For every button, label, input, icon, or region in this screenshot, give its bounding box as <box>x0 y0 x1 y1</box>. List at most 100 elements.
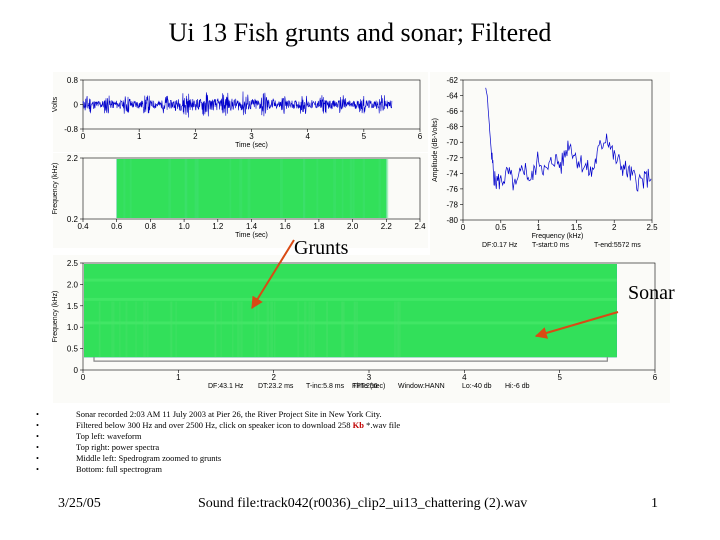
grunt-streak <box>99 301 101 358</box>
zoom-grunt-streak <box>184 159 188 218</box>
zoom-grunt-streak <box>196 159 199 218</box>
y-tick-label: 2.5 <box>67 259 79 268</box>
zoom-grunt-streak <box>247 159 251 218</box>
zoom-grunt-streak <box>195 159 198 218</box>
y-tick-label: 2.0 <box>67 280 79 289</box>
y-tick-label: -72 <box>446 154 458 163</box>
waveform-series-line <box>82 91 393 118</box>
x-axis-label: Time (sec) <box>353 383 386 390</box>
zoomed-spectrogram-chart: 0.4 0.6 0.8 1.0 1.2 1.4 1.6 1.8 2.0 2.2 2.4 2.2 0.2 T… <box>52 154 426 239</box>
grunt-streak <box>257 301 260 358</box>
grunt-streak <box>342 301 345 358</box>
y-tick-label: 0.8 <box>67 76 79 85</box>
full-dt-label: DT:23.2 ms <box>258 383 294 390</box>
sonar-band <box>84 321 617 325</box>
y-tick-label: -70 <box>446 138 458 147</box>
full-window-label: Window:HANN <box>398 383 445 390</box>
grunt-streak <box>171 301 173 358</box>
zoom-grunt-streak <box>333 159 336 218</box>
grunt-streak <box>237 301 240 358</box>
x-tick-label: 5 <box>362 132 367 141</box>
y-tick-label: 0 <box>74 366 79 375</box>
x-axis-label: Frequency (kHz) <box>532 233 584 240</box>
grunt-streak <box>354 301 357 358</box>
full-spectrogram-chart: 0 1 2 3 4 5 6 2.5 2.0 1.5 1.0 0.5 0 Time (sec) Frequen… <box>52 259 658 390</box>
spectrum-series-line <box>485 87 652 192</box>
grunts-arrow <box>251 239 295 310</box>
full-lo-label: Lo:-40 db <box>462 383 492 390</box>
x-tick-label: 5 <box>557 373 562 382</box>
note-item: Filtered below 300 Hz and over 2500 Hz, … <box>36 420 636 431</box>
zoom-grunt-streak <box>378 159 381 218</box>
zoom-grunt-streak <box>229 159 232 218</box>
y-tick-label: -74 <box>446 169 458 178</box>
x-tick-label: 3 <box>249 132 254 141</box>
x-axis-label: Time (sec) <box>235 232 268 239</box>
zoom-grunt-streak <box>349 159 353 218</box>
grunt-streak <box>273 301 276 358</box>
note-item: Middle left: Spedrogram zoomed to grunts <box>36 453 636 464</box>
full-df-label: DF:43.1 Hz <box>208 383 244 390</box>
x-tick-label: 2 <box>193 132 198 141</box>
grunt-streak <box>356 301 359 358</box>
x-tick-label: 1.2 <box>212 222 224 231</box>
grunt-streak <box>146 301 149 358</box>
note-item: Top right: power spectra <box>36 442 636 453</box>
grunt-streak <box>220 301 222 358</box>
grunt-streak <box>112 301 115 358</box>
zoom-grunt-streak <box>123 159 126 218</box>
y-tick-label: 1.0 <box>67 323 79 332</box>
y-tick-label: -64 <box>446 92 458 101</box>
spectrum-tend-label: T-end:5572 ms <box>594 242 641 249</box>
grunt-streak <box>270 301 274 358</box>
y-tick-label: 1.5 <box>67 302 79 311</box>
grunt-streak <box>135 301 137 358</box>
grunt-streak <box>308 301 310 358</box>
sonar-band <box>84 278 617 282</box>
grunt-streak <box>98 301 101 358</box>
x-tick-label: 0 <box>81 132 86 141</box>
x-tick-label: 2 <box>612 223 617 232</box>
grunt-streak <box>325 301 328 358</box>
x-tick-label: 6 <box>418 132 423 141</box>
x-tick-label: 0.5 <box>495 223 507 232</box>
full-fft-label: FFT:256 <box>352 383 378 390</box>
x-tick-label: 0 <box>81 373 86 382</box>
grunt-streak <box>240 301 243 358</box>
x-tick-label: 4 <box>305 132 310 141</box>
grunt-streak <box>231 301 234 358</box>
grunt-streak <box>297 301 300 358</box>
grunt-streak <box>169 301 173 358</box>
x-tick-label: 0.4 <box>77 222 89 231</box>
x-tick-label: 6 <box>653 373 658 382</box>
full-tinc-label: T-inc:5.8 ms <box>306 383 345 390</box>
grunt-streak <box>326 301 329 358</box>
grunts-callout: Grunts <box>294 237 349 259</box>
slide-title: Ui 13 Fish grunts and sonar; Filtered <box>168 18 552 47</box>
x-tick-label: 0.6 <box>111 222 123 231</box>
y-tick-label: 2.2 <box>67 154 79 163</box>
grunt-streak <box>214 301 217 358</box>
grunt-streak <box>266 301 270 358</box>
x-tick-label: 1.5 <box>571 223 583 232</box>
x-tick-label: 4 <box>462 373 467 382</box>
x-tick-label: 1.4 <box>246 222 258 231</box>
footer-date: 3/25/05 <box>58 496 101 511</box>
x-tick-label: 2.5 <box>646 223 658 232</box>
grunt-streak <box>119 301 121 358</box>
zoom-grunt-streak <box>341 159 344 218</box>
grunt-streak <box>175 301 177 358</box>
grunt-streak <box>393 301 397 358</box>
zoom-grunt-streak <box>385 159 389 218</box>
plot-frame <box>462 79 653 221</box>
spectrum-df-label: DF:0.17 Hz <box>482 242 518 249</box>
grunt-streak <box>312 301 315 358</box>
grunt-streak <box>214 301 217 358</box>
zoom-grunt-streak <box>239 159 243 218</box>
note-item: Top left: waveform <box>36 431 636 442</box>
selection-bracket <box>93 357 608 362</box>
download-size: Kb <box>352 420 364 430</box>
spectrum-panel <box>430 72 670 257</box>
zoom-grunt-streak <box>194 159 197 218</box>
